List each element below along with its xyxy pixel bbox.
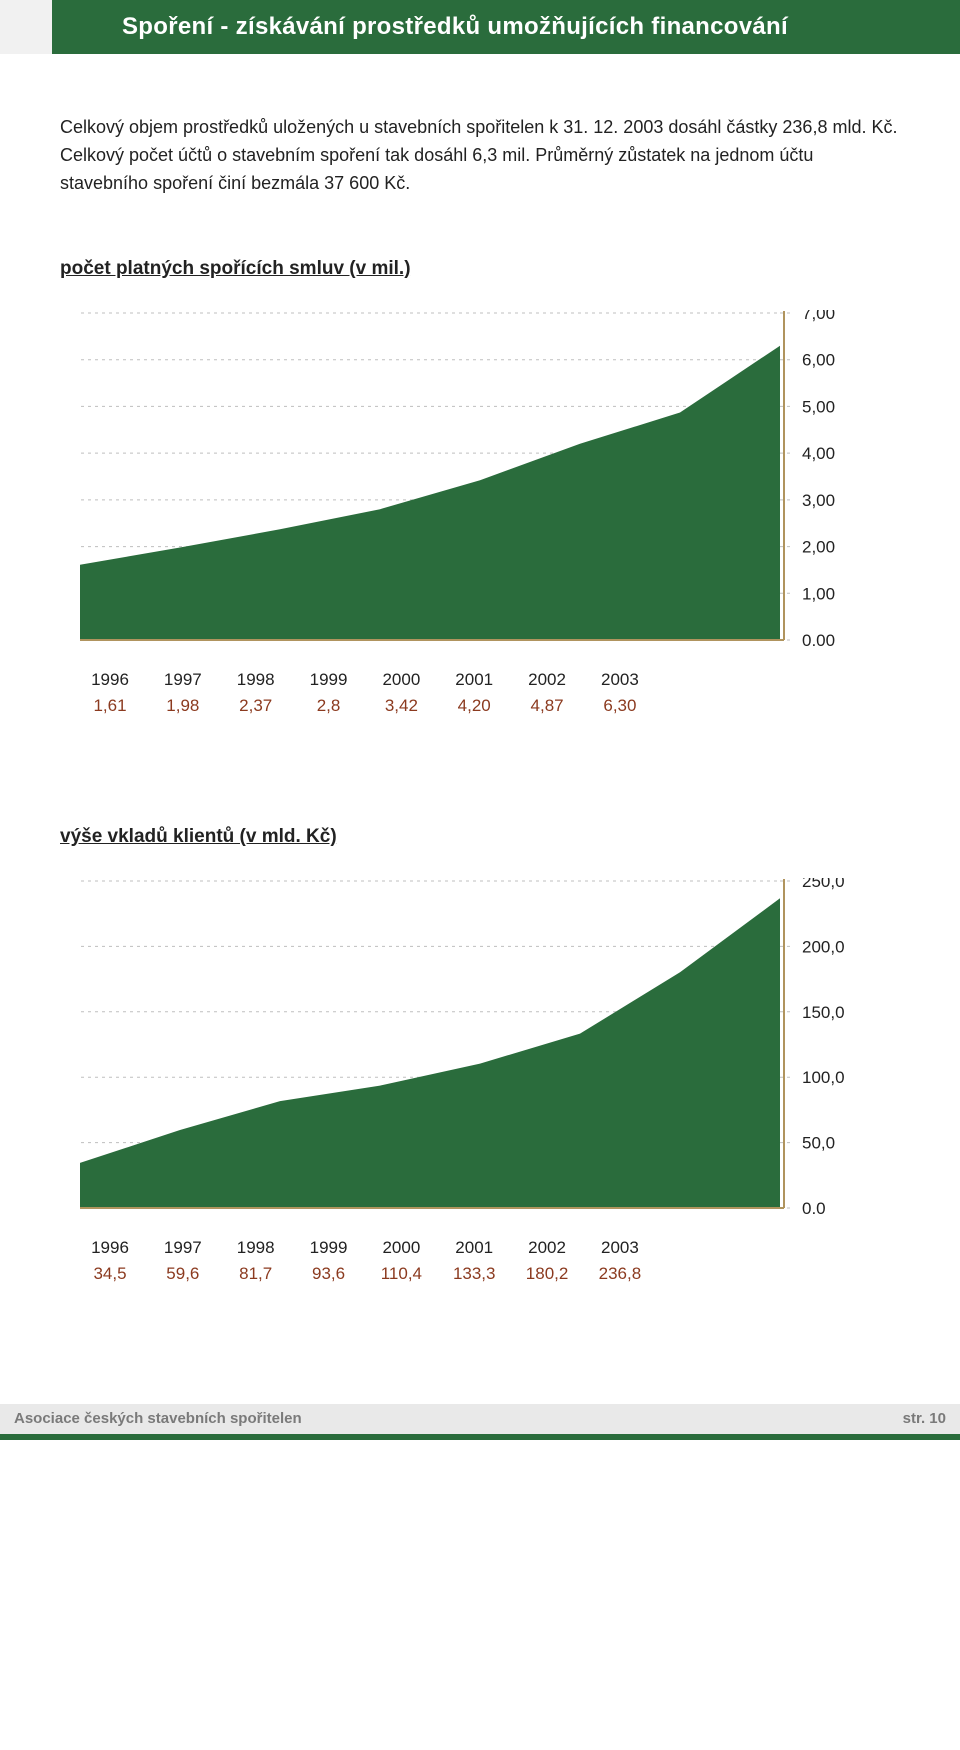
svg-text:250,0: 250,0: [802, 878, 845, 891]
xaxis-value: 3,42: [371, 696, 431, 716]
xaxis-year: 1996: [80, 1238, 140, 1258]
svg-text:200,0: 200,0: [802, 937, 845, 956]
xaxis-year: 1996: [80, 670, 140, 690]
xaxis-value: 6,30: [590, 696, 650, 716]
svg-text:0,0: 0,0: [802, 1199, 826, 1214]
xaxis-value: 4,87: [517, 696, 577, 716]
chart1-container: 0,00 1,00 2,00 3,00 4,00 5,00 6,00 7,00: [80, 310, 900, 646]
xaxis-year: 1998: [226, 1238, 286, 1258]
footer-bar: [0, 1434, 960, 1440]
xaxis-year: 2000: [371, 670, 431, 690]
svg-text:150,0: 150,0: [802, 1002, 845, 1021]
xaxis-value: 81,7: [226, 1264, 286, 1284]
xaxis-year: 1998: [226, 670, 286, 690]
xaxis-year: 1999: [299, 670, 359, 690]
svg-text:7,00: 7,00: [802, 310, 835, 323]
banner-green: Spoření - získávání prostředků umožňujíc…: [52, 0, 960, 54]
svg-text:6,00: 6,00: [802, 350, 835, 369]
intro-paragraph: Celkový objem prostředků uložených u sta…: [60, 114, 900, 198]
xaxis-value: 1,98: [153, 696, 213, 716]
svg-text:1,00: 1,00: [802, 584, 835, 603]
xaxis-year: 1999: [299, 1238, 359, 1258]
svg-text:0,00: 0,00: [802, 631, 835, 646]
xaxis-value: 236,8: [590, 1264, 650, 1284]
xaxis-year: 2002: [517, 1238, 577, 1258]
xaxis-year: 2001: [444, 670, 504, 690]
svg-text:3,00: 3,00: [802, 491, 835, 510]
footer-page: str. 10: [903, 1410, 946, 1427]
chart2-title: výše vkladů klientů (v mld. Kč): [60, 826, 900, 848]
chart2-xaxis-labels: 1996 1997 1998 1999 2000 2001 2002 2003 34,5 59,6…: [80, 1238, 780, 1284]
xaxis-value: 1,61: [80, 696, 140, 716]
svg-text:50,0: 50,0: [802, 1133, 835, 1152]
footer-org: Asociace českých stavebních spořitelen: [14, 1410, 302, 1427]
xaxis-year: 1997: [153, 1238, 213, 1258]
svg-text:4,00: 4,00: [802, 444, 835, 463]
xaxis-value: 93,6: [299, 1264, 359, 1284]
xaxis-value: 110,4: [371, 1264, 431, 1284]
xaxis-value: 4,20: [444, 696, 504, 716]
svg-text:100,0: 100,0: [802, 1068, 845, 1087]
svg-text:2,00: 2,00: [802, 537, 835, 556]
banner-title: Spoření - získávání prostředků umožňujíc…: [122, 13, 788, 41]
svg-text:5,00: 5,00: [802, 397, 835, 416]
xaxis-value: 133,3: [444, 1264, 504, 1284]
footer: Asociace českých stavebních spořitelen s…: [0, 1404, 960, 1434]
xaxis-value: 34,5: [80, 1264, 140, 1284]
xaxis-value: 2,8: [299, 696, 359, 716]
xaxis-value: 59,6: [153, 1264, 213, 1284]
chart2-container: 0,0 50,0 100,0 150,0 200,0 250,0: [80, 878, 900, 1214]
xaxis-year: 2003: [590, 1238, 650, 1258]
xaxis-year: 2003: [590, 670, 650, 690]
chart2-svg: 0,0 50,0 100,0 150,0 200,0 250,0: [80, 878, 870, 1214]
xaxis-value: 2,37: [226, 696, 286, 716]
chart1-title: počet platných spořících smluv (v mil.): [60, 258, 900, 280]
xaxis-value: 180,2: [517, 1264, 577, 1284]
xaxis-year: 2001: [444, 1238, 504, 1258]
xaxis-year: 1997: [153, 670, 213, 690]
chart1-svg: 0,00 1,00 2,00 3,00 4,00 5,00 6,00 7,00: [80, 310, 870, 646]
xaxis-year: 2000: [371, 1238, 431, 1258]
xaxis-year: 2002: [517, 670, 577, 690]
chart1-xaxis-labels: 1996 1997 1998 1999 2000 2001 2002 2003 1,61 1,98…: [80, 670, 780, 716]
banner: Spoření - získávání prostředků umožňujíc…: [0, 0, 960, 54]
